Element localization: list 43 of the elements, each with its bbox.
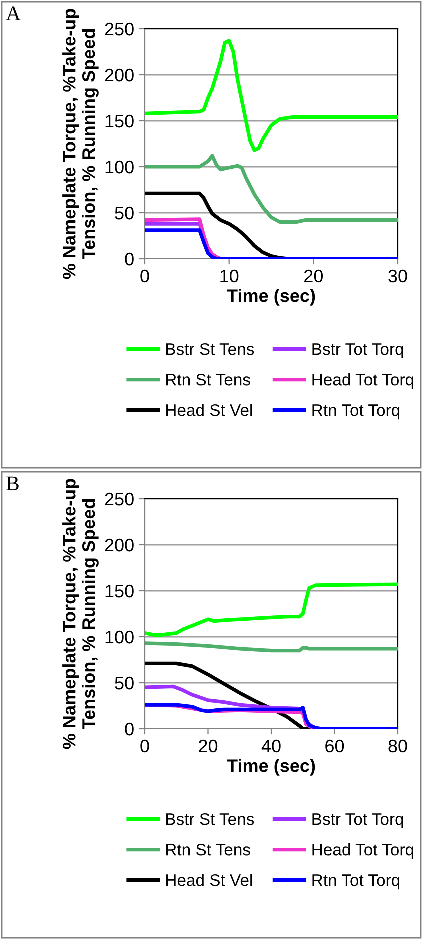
x-axis-title: Time (sec) — [227, 759, 316, 776]
legend-label: Rtn St Tens — [166, 844, 250, 856]
y-tick-label: 100 — [106, 160, 134, 174]
line-series — [145, 154, 398, 224]
y-tick-label: 150 — [106, 114, 134, 128]
legend-label: Head Tot Torq — [312, 844, 414, 860]
line-series — [145, 39, 398, 152]
x-tick-label: 40 — [262, 740, 281, 753]
y-axis-title: % Nameplate Torque, %Take-up Tension, % Running Speed — [62, 9, 99, 280]
legend-label: Bstr St Tens — [166, 813, 254, 826]
x-tick-label: 10 — [220, 270, 239, 283]
legend-label: Head St Vel — [166, 404, 252, 416]
legend-label: Rtn Tot Torq — [312, 404, 400, 420]
y-tick-label: 250 — [105, 492, 134, 506]
y-tick-label: 150 — [106, 584, 134, 598]
x-tick-label: 60 — [326, 740, 344, 753]
legend-label: Bstr Tot Torq — [312, 344, 404, 359]
text: A — [6, 6, 21, 20]
y-axis-title: % Nameplate Torque, %Take-up Tension, % Running Speed — [62, 479, 99, 750]
legend-label: Head Tot Torq — [312, 374, 414, 390]
x-tick-label: 20 — [199, 740, 218, 753]
y-tick-label: 250 — [105, 22, 134, 36]
legend-label: Rtn St Tens — [166, 374, 250, 386]
legend-label: Head St Vel — [166, 874, 252, 886]
x-tick-label: 30 — [388, 270, 408, 283]
y-tick-label: 50 — [115, 676, 134, 690]
y-tick-label: 100 — [106, 630, 134, 644]
y-tick-label: 200 — [105, 538, 134, 552]
legend-label: Bstr St Tens — [166, 343, 254, 356]
legend-label: Rtn Tot Torq — [312, 874, 400, 890]
line-series — [145, 642, 398, 653]
y-tick-label: 200 — [105, 68, 134, 82]
x-tick-label: 0 — [140, 740, 150, 753]
y-tick-label: 0 — [125, 722, 134, 736]
x-tick-label: 0 — [140, 270, 150, 283]
y-tick-label: 0 — [125, 252, 134, 266]
text: B — [6, 476, 19, 491]
x-axis-title: Time (sec) — [227, 289, 316, 306]
line-series — [145, 582, 398, 637]
x-tick-label: 80 — [388, 740, 408, 753]
y-tick-label: 50 — [115, 206, 134, 220]
legend-label: Bstr Tot Torq — [312, 814, 404, 829]
x-tick-label: 20 — [304, 270, 324, 283]
